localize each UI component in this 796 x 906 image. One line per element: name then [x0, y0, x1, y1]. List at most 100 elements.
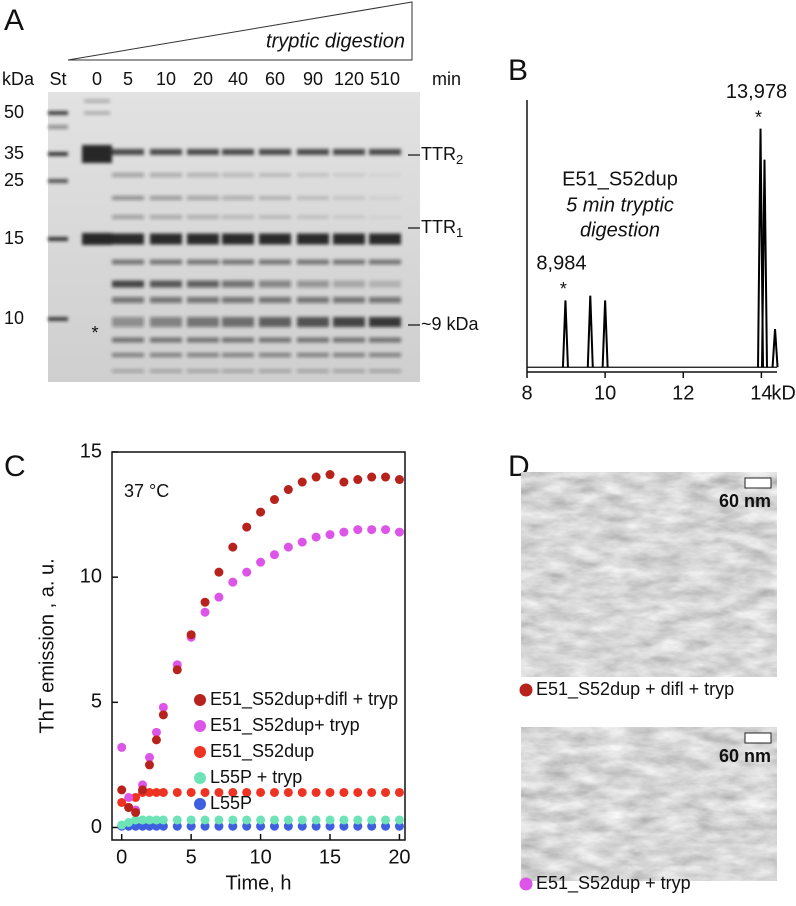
data-point — [186, 821, 196, 831]
data-point — [283, 815, 293, 825]
data-point — [339, 787, 349, 797]
y-tick-label: 5 — [91, 691, 102, 713]
x-tick-label: 20 — [388, 846, 410, 868]
peak-label: 13,978 — [726, 81, 787, 103]
gel-band — [150, 196, 182, 200]
gel-band — [369, 215, 401, 219]
gel-band — [222, 353, 254, 357]
gel-band — [48, 125, 68, 129]
data-point — [394, 815, 404, 825]
gel-band — [333, 297, 365, 303]
gel-band — [333, 337, 365, 343]
data-point — [172, 821, 182, 831]
gel-band — [222, 337, 254, 343]
data-point — [394, 527, 404, 537]
data-point — [117, 742, 127, 752]
caption-marker — [519, 683, 533, 697]
panel-label: B — [508, 54, 528, 87]
legend-marker — [194, 746, 206, 758]
data-point — [339, 477, 349, 487]
data-point — [131, 821, 141, 831]
gel-band — [369, 259, 401, 265]
data-point — [256, 821, 266, 831]
data-point — [325, 530, 335, 540]
data-point — [269, 821, 279, 831]
data-point — [297, 815, 307, 825]
gel-band — [369, 369, 401, 373]
gel-band — [297, 297, 329, 303]
panel-label: A — [4, 4, 24, 37]
gel-band — [297, 337, 329, 343]
data-point — [151, 727, 161, 737]
data-point — [151, 821, 161, 831]
data-point — [339, 821, 349, 831]
gel-band — [297, 369, 329, 373]
data-point — [394, 821, 404, 831]
gel-band — [369, 149, 401, 155]
gel-band — [369, 337, 401, 343]
data-point — [367, 815, 377, 825]
data-point — [158, 821, 168, 831]
data-point — [200, 815, 210, 825]
x-tick-label: 10 — [249, 846, 271, 868]
data-point — [353, 787, 363, 797]
gel-band — [259, 369, 291, 373]
data-point — [381, 821, 391, 831]
data-point — [325, 470, 335, 480]
data-point — [117, 820, 127, 830]
gel-band — [187, 259, 219, 265]
annotation: 37 °C — [124, 481, 169, 501]
data-point — [228, 577, 238, 587]
data-point — [138, 821, 148, 831]
data-point — [311, 532, 321, 542]
gel-band — [297, 259, 329, 265]
units-label: kDa — [2, 69, 35, 89]
data-point — [339, 527, 349, 537]
x-axis-label: Time, h — [226, 872, 292, 894]
y-axis-label: ThT emission , a. u. — [36, 558, 58, 733]
data-point — [242, 567, 252, 577]
gel-band — [259, 337, 291, 343]
marker-label: 25 — [4, 170, 24, 190]
data-point — [297, 477, 307, 487]
data-point — [283, 485, 293, 495]
legend-label: E51_S52dup — [210, 741, 314, 762]
gel-band — [187, 149, 219, 155]
gel-band — [150, 233, 182, 245]
gel-band — [112, 173, 144, 177]
gel-band — [112, 369, 144, 373]
data-point — [158, 815, 168, 825]
gel-band — [333, 259, 365, 265]
lane-label: St — [49, 69, 66, 89]
x-tick-label: 8 — [521, 382, 532, 404]
data-point — [381, 472, 391, 482]
data-point — [131, 815, 141, 825]
legend-label: L55P — [210, 793, 252, 813]
gel-band — [150, 259, 182, 265]
gel-band — [82, 145, 112, 163]
gel-band — [222, 173, 254, 177]
peak — [601, 300, 609, 368]
gradient-label: tryptic digestion — [266, 30, 405, 52]
gel-band — [150, 317, 182, 327]
panel-label: C — [4, 450, 26, 483]
gel-band — [150, 149, 182, 155]
data-point — [200, 821, 210, 831]
peak — [586, 295, 594, 368]
data-point — [214, 787, 224, 797]
gel-band — [259, 297, 291, 303]
y-tick-label: 15 — [80, 440, 102, 462]
chart-title: E51_S52dup — [562, 168, 678, 190]
legend-marker — [194, 694, 206, 706]
gel-band — [150, 353, 182, 357]
gel-band — [297, 353, 329, 357]
plot-frame — [111, 451, 406, 841]
data-point — [200, 787, 210, 797]
gel-band — [297, 149, 329, 155]
gel-band — [150, 280, 182, 288]
data-point — [269, 550, 279, 560]
lane-label: 510 — [370, 69, 400, 89]
data-point — [124, 817, 134, 827]
data-point — [214, 815, 224, 825]
gel-band — [48, 237, 68, 241]
